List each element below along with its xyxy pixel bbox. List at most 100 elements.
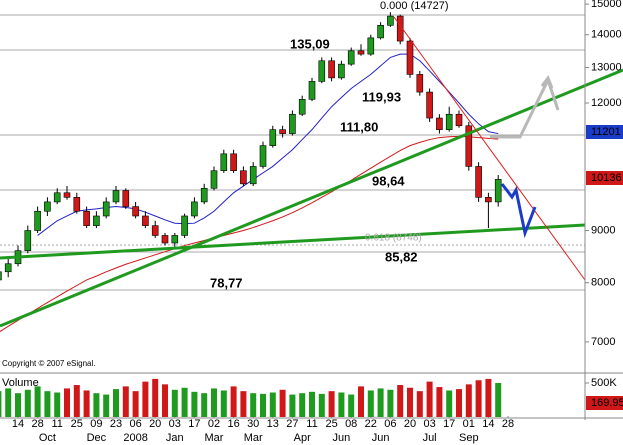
volume-bar xyxy=(338,392,345,417)
x-tick-label: 08 xyxy=(345,418,357,430)
trend-line xyxy=(0,68,623,328)
volume-bar xyxy=(0,391,2,417)
volume-bar xyxy=(162,384,168,417)
volume-bar xyxy=(211,388,217,417)
volume-bar xyxy=(93,393,100,417)
volume-bar xyxy=(132,391,139,417)
candle-body xyxy=(73,197,81,212)
candle-body xyxy=(191,201,198,217)
price-label-box xyxy=(586,125,623,139)
candle-body xyxy=(151,225,159,236)
x-month-label: Jan xyxy=(166,432,184,444)
x-tick-label: 25 xyxy=(325,418,337,430)
annotation: 0.000 (14727) xyxy=(380,0,449,12)
candle-body xyxy=(445,113,453,130)
candle-body xyxy=(161,235,169,244)
volume-bar xyxy=(240,391,247,417)
volume-value-box xyxy=(586,396,623,410)
annotation: 98,64 xyxy=(372,173,405,188)
candle-body xyxy=(416,74,424,93)
x-tick-label: 23 xyxy=(110,418,122,430)
x-tick-label: 22 xyxy=(365,418,377,430)
volume-bar xyxy=(485,378,492,417)
volume-bar xyxy=(113,389,119,417)
candle-body xyxy=(308,81,316,100)
x-tick-label: 17 xyxy=(188,418,200,430)
candle-body xyxy=(142,215,149,226)
candle-body xyxy=(465,125,473,167)
candle-body xyxy=(485,197,492,203)
volume-bar xyxy=(181,387,188,417)
volume-bar xyxy=(191,391,198,417)
x-tick-label: 20 xyxy=(149,418,161,430)
price-label-box xyxy=(586,171,623,185)
candle-body xyxy=(249,166,257,185)
volume-bar xyxy=(289,394,296,417)
x-tick-label: 06 xyxy=(129,418,141,430)
x-tick-label: 01 xyxy=(463,418,475,430)
candle-body xyxy=(455,113,463,127)
candle-body xyxy=(230,153,237,172)
x-tick-label: 13 xyxy=(267,418,279,430)
candle-body xyxy=(34,210,41,231)
volume-bar xyxy=(436,387,443,417)
candle-body xyxy=(93,215,100,226)
x-tick-label: 02 xyxy=(208,418,220,430)
candle-body xyxy=(426,91,433,119)
annotation: 119,93 xyxy=(362,89,401,104)
x-tick-label: 06 xyxy=(384,418,396,430)
x-month-label: Jun xyxy=(372,432,390,444)
x-month-label: Apr xyxy=(294,432,311,444)
candle-body xyxy=(289,113,296,134)
candle-body xyxy=(347,50,355,65)
volume-bar xyxy=(465,384,472,417)
x-month-label: Dec xyxy=(87,432,107,444)
annotation: 85,82 xyxy=(385,249,418,264)
volume-bar xyxy=(279,389,286,417)
candle-body xyxy=(220,153,228,172)
volume-bar xyxy=(15,393,21,417)
x-tick-label: 14 xyxy=(12,418,24,430)
volume-bar xyxy=(220,390,227,417)
volume-bar xyxy=(260,393,266,417)
price-label: 11201 xyxy=(591,126,621,138)
y-tick-label: 14000 xyxy=(591,29,622,41)
x-tick-label: 30 xyxy=(247,418,259,430)
candle-body xyxy=(269,129,277,146)
x-tick-label: 27 xyxy=(286,418,298,430)
copyright: Copyright © 2007 eSignal. xyxy=(2,359,96,368)
y-tick-label: 13000 xyxy=(591,61,622,73)
candle-body xyxy=(240,170,247,185)
volume-bar xyxy=(201,393,208,417)
volume-bar xyxy=(24,389,31,417)
x-month-label: Mar xyxy=(244,432,263,444)
x-tick-label: 11 xyxy=(306,418,317,430)
candle-body xyxy=(494,179,502,203)
x-tick-label: 20 xyxy=(404,418,416,430)
volume-bar xyxy=(348,394,355,417)
x-tick-label: 25 xyxy=(71,418,83,430)
volume-bar xyxy=(44,391,51,417)
y-tick-label: 8000 xyxy=(591,277,615,289)
volume-bar xyxy=(416,391,423,417)
volume-bar xyxy=(426,381,433,417)
candle-body xyxy=(367,37,375,55)
x-tick-label: 28 xyxy=(31,418,43,430)
candle-body xyxy=(181,215,188,236)
y-tick-label: 7000 xyxy=(591,336,615,348)
volume-bar xyxy=(5,388,12,417)
candle-body xyxy=(279,129,286,134)
candle-body xyxy=(4,263,12,273)
x-tick-label: 09 xyxy=(90,418,102,430)
x-month-label: Jul xyxy=(423,432,437,444)
x-tick-label: 28 xyxy=(502,418,514,430)
y-tick-label: 500K xyxy=(591,377,617,389)
y-tick-label: 9000 xyxy=(591,224,615,236)
volume-bar xyxy=(377,388,384,417)
volume-bar xyxy=(250,393,257,417)
x-month-label: Oct xyxy=(39,432,56,444)
volume-bar xyxy=(397,385,404,417)
volume-label: Volume xyxy=(2,377,39,389)
volume-bar xyxy=(34,386,41,417)
